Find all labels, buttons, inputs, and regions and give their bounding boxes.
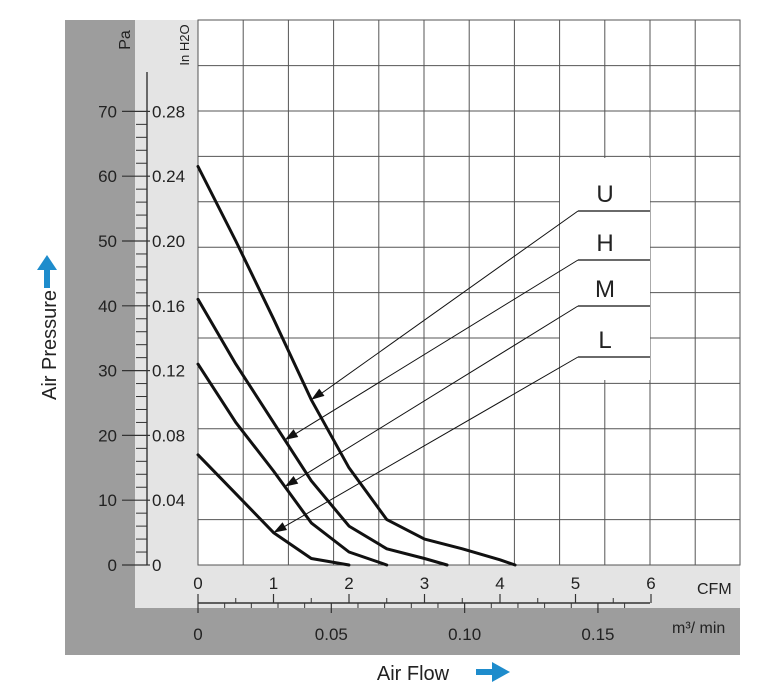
y-axis-title: Air Pressure bbox=[39, 290, 61, 400]
y-tick-label-pa: 70 bbox=[98, 102, 117, 121]
y-axis-ticks: 0 0 10 0.04 20 0.08 30 0.12 40 0.16 50 0.20 60 0.24 70… bbox=[98, 102, 185, 575]
x-tick-label-cfm: 5 bbox=[571, 574, 580, 593]
y-axis-arrow-icon bbox=[37, 255, 57, 288]
curve-m bbox=[196, 362, 389, 567]
x-axis-arrow-icon bbox=[476, 662, 510, 682]
x-tick-label-m3min: 0.15 bbox=[581, 625, 614, 644]
y-tick-label-inh2o: 0.04 bbox=[152, 491, 185, 510]
x-tick-label-cfm: 2 bbox=[344, 574, 353, 593]
y-unit-inh2o: In H2O bbox=[177, 24, 192, 65]
y-tick-label-pa: 10 bbox=[98, 491, 117, 510]
y-tick-label-pa: 30 bbox=[98, 362, 117, 381]
legend-leader-arrows bbox=[273, 210, 650, 533]
y-tick-label-inh2o: 0.08 bbox=[152, 426, 185, 445]
x-tick-label-cfm: 1 bbox=[269, 574, 278, 593]
legend-arrowhead-icon bbox=[311, 388, 325, 400]
legend-label-u: U bbox=[596, 181, 613, 208]
x-axis-title: Air Flow bbox=[377, 663, 450, 685]
y-tick-label-pa: 0 bbox=[108, 556, 117, 575]
legend-label-l: L bbox=[598, 327, 611, 354]
y-tick-label-pa: 60 bbox=[98, 167, 117, 186]
x-tick-label-m3min: 0.05 bbox=[315, 625, 348, 644]
curve-h bbox=[196, 297, 449, 567]
legend-label-m: M bbox=[595, 276, 615, 303]
y-tick-label-inh2o: 0.24 bbox=[152, 167, 185, 186]
legend-arrowhead-icon bbox=[273, 522, 288, 533]
x-tick-label-cfm: 4 bbox=[495, 574, 504, 593]
legend-leader-line bbox=[277, 356, 579, 532]
y-unit-pa: Pa bbox=[117, 30, 134, 50]
legend-arrowhead-icon bbox=[284, 475, 299, 487]
x-axis-ticks: 0 1 2 3 4 5 6 0 0.05 0.10 0.15 bbox=[193, 574, 655, 644]
legend-box bbox=[560, 158, 650, 380]
legend-arrowhead-icon bbox=[284, 429, 299, 440]
y-tick-label-pa: 40 bbox=[98, 297, 117, 316]
legend-leader-line bbox=[288, 259, 579, 439]
x-tick-label-cfm: 0 bbox=[193, 574, 202, 593]
y-tick-label-inh2o: 0.20 bbox=[152, 232, 185, 251]
x-unit-cfm: CFM bbox=[697, 581, 732, 598]
x-tick-label-m3min: 0.10 bbox=[448, 625, 481, 644]
curve-u bbox=[196, 165, 517, 567]
x-unit-m3min: m³/ min bbox=[672, 620, 725, 637]
x-tick-label-m3min: 0 bbox=[193, 625, 202, 644]
y-tick-label-inh2o: 0 bbox=[152, 556, 161, 575]
x-tick-label-cfm: 6 bbox=[646, 574, 655, 593]
x-tick-label-cfm: 3 bbox=[420, 574, 429, 593]
legend-leader-line bbox=[314, 210, 579, 399]
y-tick-label-pa: 20 bbox=[98, 426, 117, 445]
y-tick-label-pa: 50 bbox=[98, 232, 117, 251]
y-tick-label-inh2o: 0.28 bbox=[152, 102, 185, 121]
y-tick-label-inh2o: 0.12 bbox=[152, 362, 185, 381]
legend-label-h: H bbox=[596, 230, 613, 257]
legend-leader-line bbox=[288, 305, 579, 486]
grid-lines bbox=[198, 20, 740, 565]
y-tick-label-inh2o: 0.16 bbox=[152, 297, 185, 316]
